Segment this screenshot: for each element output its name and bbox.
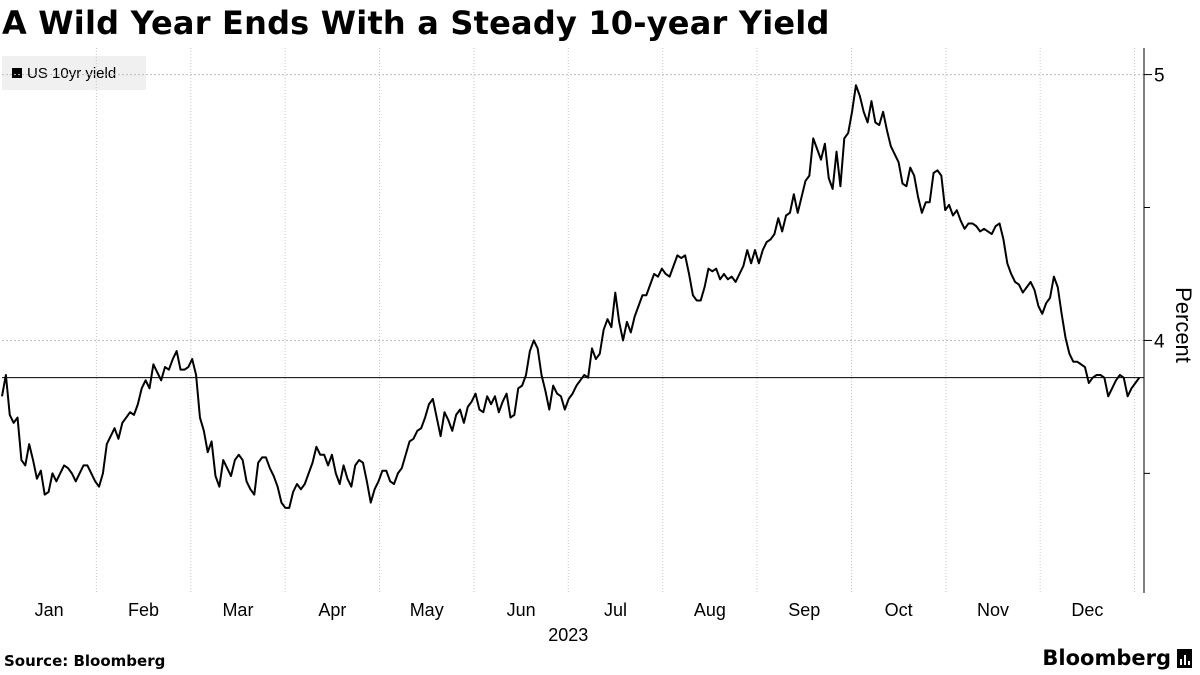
y-axis-label: Percent (1171, 287, 1196, 363)
bloomberg-terminal-icon (1177, 648, 1192, 668)
x-tick-label: Nov (977, 600, 1009, 620)
brand-logo: Bloomberg (1042, 646, 1192, 670)
x-tick-label: Aug (694, 600, 726, 620)
chart-title: A Wild Year Ends With a Steady 10-year Y… (2, 4, 830, 42)
axes (2, 48, 1152, 593)
x-tick-label: Apr (318, 600, 346, 620)
legend: US 10yr yield (2, 56, 146, 90)
x-tick-label: Jun (507, 600, 536, 620)
x-tick-label: Jul (604, 600, 627, 620)
legend-label: US 10yr yield (27, 64, 117, 82)
x-tick-label: Feb (128, 600, 159, 620)
grid (2, 48, 1144, 593)
x-axis-year-label: 2023 (548, 625, 588, 645)
x-tick-label: May (410, 600, 444, 620)
y-tick-label: 5 (1154, 66, 1165, 87)
x-tick-label: Jan (35, 600, 64, 620)
y-tick-label: 4 (1154, 331, 1165, 352)
x-tick-label: Dec (1071, 600, 1103, 620)
x-tick-label: Oct (885, 600, 913, 620)
ticks: 4 5 Percent Jan Feb Mar Apr May Jun Jul Aug Sep Oct N… (35, 66, 1196, 645)
brand-name: Bloomberg (1042, 646, 1171, 670)
series (1, 84, 1141, 509)
x-tick-label: Sep (788, 600, 820, 620)
x-tick-label: Mar (222, 600, 253, 620)
legend-swatch (12, 68, 22, 78)
source-note: Source: Bloomberg (4, 652, 166, 670)
series-line-us-10yr-yield (1, 84, 1141, 509)
